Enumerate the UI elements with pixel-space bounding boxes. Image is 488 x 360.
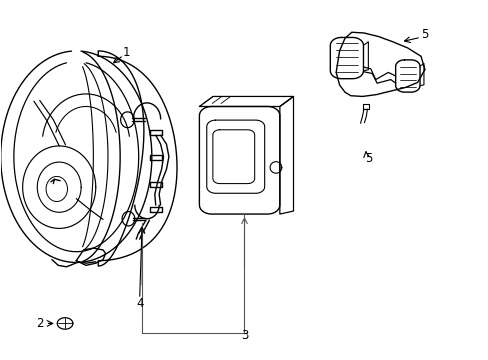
Text: 2: 2	[36, 317, 43, 330]
Text: 5: 5	[420, 28, 427, 41]
Text: 5: 5	[365, 152, 372, 165]
Text: 3: 3	[240, 329, 248, 342]
Text: 4: 4	[136, 297, 143, 310]
Text: 1: 1	[122, 46, 130, 59]
